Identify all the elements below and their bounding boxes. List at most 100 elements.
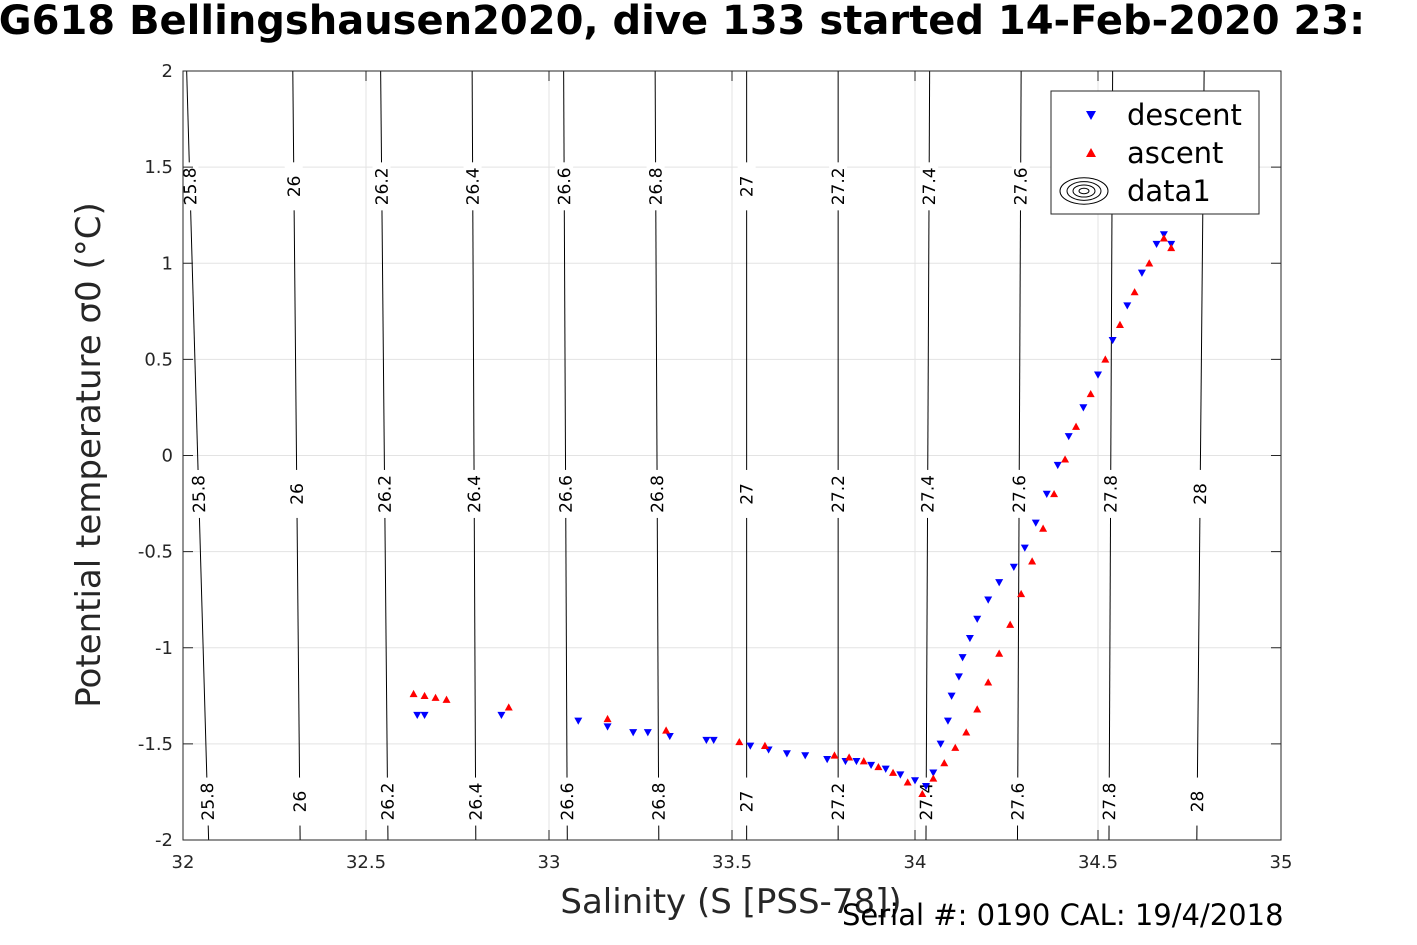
contour-label-bg	[465, 469, 484, 518]
contour-label: 27.2	[829, 475, 849, 513]
serial-cal-note: Serial #: 0190 CAL: 19/4/2018	[842, 898, 1284, 932]
contour-label: 26	[285, 175, 305, 197]
contour-label-bg	[1101, 469, 1120, 518]
contour-label-bg	[1011, 162, 1030, 211]
contour-label-bg	[558, 777, 577, 826]
contour-label-bg	[829, 162, 848, 211]
descent-point	[665, 732, 674, 741]
descent-point	[929, 769, 938, 777]
y-tick-label: -0.5	[138, 542, 173, 563]
contour-label: 25.8	[180, 167, 201, 205]
ascent-point	[903, 778, 912, 786]
ascent-point	[1145, 259, 1154, 267]
ascent-point	[830, 751, 839, 759]
ascent-point	[1101, 355, 1110, 363]
contour-label: 26.4	[464, 167, 484, 205]
contour-label: 25.8	[189, 475, 210, 513]
contour-label: 26	[288, 483, 308, 505]
contour-label-bg	[290, 777, 309, 826]
descent-point	[965, 634, 974, 643]
descent-point	[709, 736, 718, 745]
descent-point	[1137, 269, 1146, 277]
ascent-point	[662, 726, 671, 734]
legend-label-ascent: ascent	[1127, 136, 1223, 170]
descent-point	[995, 579, 1004, 587]
contour-label-bg	[649, 777, 668, 826]
contour-label: 26.2	[378, 783, 398, 821]
contour-label-bg	[375, 469, 394, 519]
contour-label: 26.8	[648, 475, 668, 513]
legend-descent-marker	[1086, 111, 1096, 120]
x-tick-label: 35	[1270, 852, 1293, 873]
y-tick-label: -2	[155, 830, 173, 851]
x-tick-label: 32.5	[346, 852, 386, 873]
descent-point	[782, 750, 791, 758]
chart-title: SG618 Bellingshausen2020, dive 133 start…	[0, 0, 1366, 44]
contour-label-bg	[284, 162, 304, 211]
y-tick-label: 1	[162, 253, 173, 274]
contour-label: 26	[291, 791, 311, 813]
y-tick-label: -1	[155, 638, 173, 659]
descent-point	[896, 771, 905, 779]
contour-label: 26.2	[373, 167, 393, 205]
contour-label-bg	[1008, 777, 1027, 826]
contour-label: 26.4	[465, 475, 485, 513]
descent-point	[643, 729, 652, 737]
contour-label: 27.4	[920, 167, 940, 205]
contour-label-bg	[287, 469, 307, 519]
descent-point	[911, 777, 919, 785]
descent-point	[603, 723, 612, 731]
ascent-point	[874, 762, 883, 771]
contour-label-bg	[646, 162, 665, 211]
descent-point	[936, 740, 945, 748]
descent-point	[702, 736, 711, 745]
ascent-point	[1061, 455, 1070, 463]
ascent-point	[1130, 288, 1139, 296]
contour-label-bg	[197, 777, 218, 826]
ascent-point	[1006, 620, 1015, 628]
descent-point	[1053, 461, 1062, 470]
legend-contour-marker	[1066, 181, 1102, 201]
contour-label-bg	[1190, 469, 1210, 519]
contour-label: 27.2	[829, 167, 849, 205]
contour-label: 28	[1188, 791, 1208, 813]
ascent-point	[995, 649, 1004, 657]
contour-label: 27.8	[1102, 475, 1122, 513]
y-tick-label: 1.5	[144, 157, 173, 178]
legend-label-descent: descent	[1127, 98, 1242, 132]
contour-label-bg	[189, 469, 209, 519]
contour-label: 26.2	[375, 475, 395, 513]
ascent-point	[984, 678, 993, 686]
legend-contour-marker	[1072, 184, 1096, 198]
ascent-point	[859, 757, 868, 765]
contour-label: 26.6	[558, 783, 578, 821]
descent-point	[1108, 336, 1117, 345]
contour-label: 27	[738, 791, 758, 813]
ascent-point	[442, 695, 451, 703]
contour-label: 26.8	[650, 783, 670, 821]
ascent-point	[1028, 557, 1037, 565]
contour-label: 26.8	[647, 167, 667, 205]
contour-label-bg	[829, 777, 848, 826]
descent-point	[1123, 302, 1132, 310]
contour-label-bg	[1010, 469, 1029, 518]
contour-label: 28	[1191, 483, 1211, 505]
x-tick-label: 33.5	[712, 852, 752, 873]
descent-point	[867, 761, 876, 770]
descent-point	[921, 782, 930, 791]
contour-label-bg	[555, 162, 574, 211]
contour-label: 27.6	[1009, 783, 1029, 821]
contour-label-bg	[918, 469, 937, 518]
ascent-point	[1050, 489, 1059, 498]
ascent-point	[1167, 243, 1176, 252]
ascent-point	[1115, 320, 1124, 328]
y-tick-label: 0	[162, 446, 173, 467]
legend[interactable]: descent ascent data1	[1050, 90, 1260, 215]
descent-point	[1020, 544, 1029, 552]
contour-label: 27.6	[1010, 475, 1030, 513]
descent-point	[1079, 404, 1088, 412]
contour-label-bg	[737, 777, 756, 826]
descent-point	[497, 711, 506, 720]
descent-point	[881, 765, 890, 773]
